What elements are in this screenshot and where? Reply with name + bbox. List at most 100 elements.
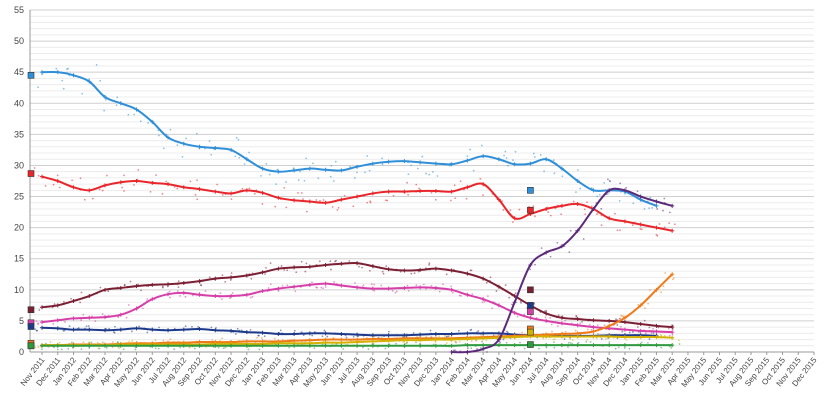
data-point	[229, 343, 234, 348]
poll-dot	[625, 338, 628, 341]
poll-dot	[395, 290, 398, 293]
poll-dot	[234, 155, 237, 158]
poll-dot	[619, 182, 622, 185]
poll-dot	[620, 314, 622, 317]
poll-dot	[552, 338, 555, 341]
y-tick-label: 45	[14, 67, 24, 77]
poll-dot	[596, 324, 599, 326]
poll-dot	[595, 337, 598, 340]
data-point	[544, 157, 549, 162]
poll-dot	[585, 340, 588, 343]
poll-dot	[385, 265, 388, 268]
poll-dot	[569, 229, 572, 232]
poll-dot	[249, 296, 252, 299]
data-point	[229, 275, 234, 280]
data-point	[71, 327, 76, 332]
poll-dot	[600, 224, 603, 227]
poll-dot	[269, 283, 272, 286]
data-point	[166, 328, 171, 333]
data-point	[276, 343, 281, 348]
poll-dot	[428, 263, 431, 266]
data-point	[559, 334, 564, 339]
poll-dot	[260, 174, 262, 177]
poll-dot	[382, 272, 385, 275]
poll-dot	[448, 164, 451, 167]
poll-dot	[70, 297, 72, 300]
poll-dot	[471, 293, 474, 296]
data-point	[370, 333, 375, 338]
poll-dot	[146, 331, 149, 334]
data-point	[386, 267, 391, 272]
poll-dot	[539, 154, 542, 156]
poll-dot	[480, 333, 482, 336]
poll-dot	[572, 200, 575, 203]
data-point	[465, 350, 470, 354]
data-point	[670, 228, 675, 233]
data-point	[418, 343, 423, 348]
poll-dot	[586, 338, 589, 341]
poll-dot	[61, 79, 64, 82]
poll-dot	[430, 284, 433, 287]
poll-dot	[248, 187, 251, 190]
data-point	[118, 312, 123, 317]
data-point	[197, 343, 202, 348]
poll-dot	[392, 194, 395, 197]
poll-dot	[608, 179, 611, 182]
data-point	[449, 189, 454, 194]
poll-dot	[117, 341, 119, 344]
data-point	[87, 188, 92, 193]
poll-dot	[250, 277, 253, 280]
poll-dot	[336, 209, 339, 211]
poll-dot	[34, 346, 37, 349]
data-point	[244, 292, 249, 297]
poll-dot	[590, 205, 593, 208]
poll-dot	[279, 329, 282, 332]
poll-dot	[366, 155, 369, 157]
data-point	[559, 343, 564, 348]
data-point	[339, 197, 344, 202]
poll-dot	[483, 300, 486, 303]
poll-dot	[322, 287, 324, 290]
poll-dot	[632, 202, 635, 205]
poll-dot	[614, 212, 616, 215]
poll-dot	[663, 197, 666, 200]
poll-dot	[53, 346, 56, 349]
poll-dot	[671, 333, 674, 336]
data-point	[370, 161, 375, 166]
poll-dot	[495, 290, 498, 292]
poll-dot	[179, 346, 182, 349]
data-point	[465, 343, 470, 348]
poll-dot	[422, 283, 425, 286]
data-point	[481, 336, 486, 341]
data-point	[544, 334, 549, 339]
data-point	[433, 161, 438, 166]
poll-dot	[652, 332, 655, 334]
poll-dot	[101, 341, 104, 344]
poll-dot	[161, 286, 164, 289]
poll-dot	[149, 190, 152, 193]
data-point	[622, 327, 627, 332]
poll-dot	[547, 211, 550, 213]
data-point	[386, 343, 391, 348]
poll-dot	[138, 325, 140, 328]
data-point	[87, 343, 92, 348]
poll-dot	[516, 315, 519, 318]
poll-dot	[381, 163, 384, 166]
poll-dot	[656, 208, 659, 210]
poll-dot	[532, 205, 535, 208]
poll-dot	[188, 346, 191, 349]
data-point	[229, 294, 234, 299]
data-point	[591, 329, 596, 334]
poll-dot	[381, 270, 384, 273]
data-point	[386, 333, 391, 338]
data-point	[607, 188, 612, 193]
poll-dot	[283, 186, 286, 189]
data-point	[418, 338, 423, 343]
poll-dot	[95, 63, 98, 66]
poll-dot	[158, 134, 160, 137]
poll-dot	[616, 229, 619, 232]
poll-dot	[663, 334, 666, 337]
poll-dot	[480, 144, 483, 147]
poll-dot	[639, 228, 642, 230]
poll-dot	[221, 337, 224, 340]
